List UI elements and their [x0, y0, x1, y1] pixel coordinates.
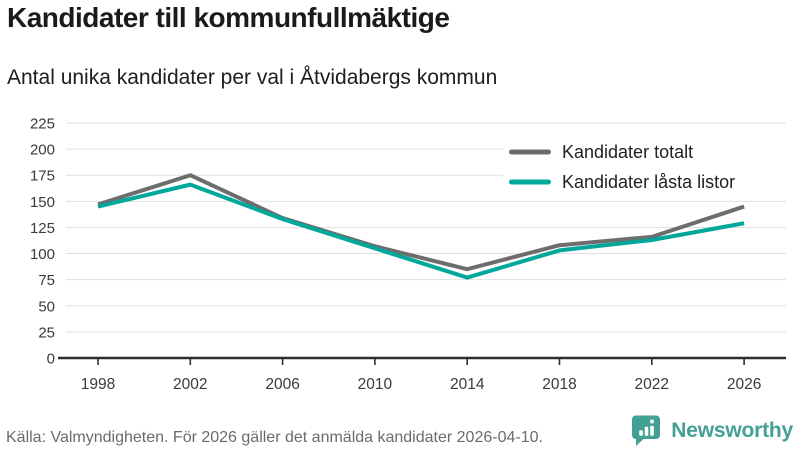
logo-bars-icon — [639, 419, 655, 436]
legend-label: Kandidater totalt — [562, 142, 693, 162]
y-axis-tick-label: 0 — [47, 351, 55, 368]
legend-background — [503, 137, 792, 199]
y-axis-tick-label: 150 — [30, 194, 55, 211]
newsworthy-logo-icon — [632, 415, 661, 446]
legend-swatch — [509, 149, 551, 155]
newsworthy-wordmark: Newsworthy — [671, 418, 793, 442]
y-axis-tick-label: 50 — [38, 298, 55, 315]
x-axis-tick-label: 2010 — [358, 376, 393, 393]
series-line — [97, 182, 745, 280]
y-axis-tick-label: 25 — [38, 324, 55, 341]
x-axis-tick-label: 2026 — [727, 376, 761, 393]
chart-subtitle: Antal unika kandidater per val i Åtvidab… — [7, 66, 498, 89]
x-axis-tick-label: 2002 — [173, 376, 207, 393]
x-axis-tick-label: 2014 — [450, 376, 485, 393]
y-axis-tick-label: 75 — [38, 272, 55, 289]
series-line — [97, 173, 745, 272]
chart-title: Kandidater till kommunfullmäktige — [7, 2, 450, 33]
x-axis-tick-label: 2006 — [265, 376, 299, 393]
x-axis-tick-label: 2018 — [542, 376, 576, 393]
legend-swatch — [509, 179, 551, 185]
y-axis-tick-label: 200 — [30, 142, 55, 159]
legend-label: Kandidater låsta listor — [562, 172, 735, 192]
y-axis-tick-label: 225 — [30, 116, 55, 133]
line-chart: 0 25 50 75 100 125 150 175 200 225 1998 2002 2006 201… — [30, 116, 792, 393]
newsworthy-logo: Newsworthy — [629, 413, 793, 448]
source-note: Källa: Valmyndigheten. För 2026 gäller d… — [6, 429, 543, 446]
y-axis-tick-label: 175 — [30, 168, 55, 185]
y-axis-tick-label: 100 — [30, 246, 55, 263]
x-axis-tick-label: 1998 — [81, 376, 115, 393]
x-axis-tick-label: 2022 — [635, 376, 669, 393]
y-axis-tick-label: 125 — [30, 220, 55, 237]
